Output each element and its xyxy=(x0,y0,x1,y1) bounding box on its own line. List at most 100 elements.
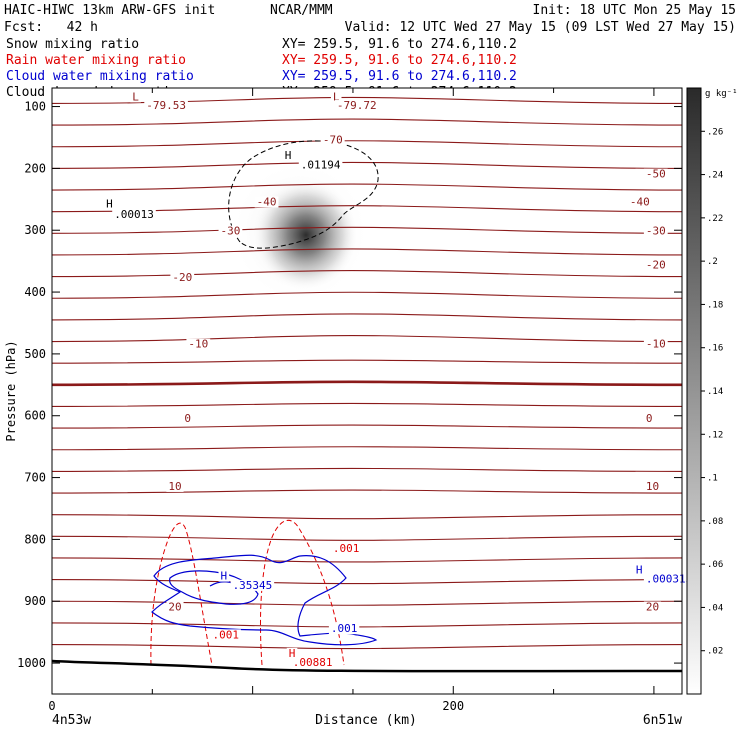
cloud-water-contour-2 xyxy=(169,570,259,605)
temperature-contour-line xyxy=(52,557,682,563)
contour-label: -79.53 xyxy=(146,99,186,112)
contour-label: .00013 xyxy=(114,208,154,221)
annotation-bg xyxy=(290,657,335,669)
contour-label: -30 xyxy=(221,225,241,238)
contour-label: H xyxy=(636,563,643,576)
x-tick-label: 200 xyxy=(442,699,464,713)
y-tick-label: 300 xyxy=(24,223,46,237)
temperature-contour-line xyxy=(52,489,682,494)
rain-water-contour-1 xyxy=(150,522,213,666)
contour-label: 0 xyxy=(184,412,191,425)
y-tick-label: 900 xyxy=(24,594,46,608)
annotation-bg xyxy=(182,412,194,424)
temperature-contour-line xyxy=(52,248,682,256)
header-title: HAIC-HIWC 13km ARW-GFS init xyxy=(4,3,215,18)
temperature-contours xyxy=(52,96,682,650)
temperature-contour-line xyxy=(52,380,682,387)
annotation-bg xyxy=(170,271,195,283)
legend-xy: XY= 259.5, 91.6 to 274.6,110.2 xyxy=(282,69,517,84)
contour-label: H xyxy=(289,647,296,660)
y-axis-label: Pressure (hPa) xyxy=(4,340,18,441)
contour-label: .00881 xyxy=(293,656,333,669)
colorbar-unit: g kg⁻¹ xyxy=(705,89,738,99)
colorbar-tick-label: .04 xyxy=(707,603,723,613)
contour-label: .01194 xyxy=(301,158,341,171)
snow-shading xyxy=(254,180,358,290)
terrain-surface xyxy=(52,659,682,673)
y-tick-label: 700 xyxy=(24,471,46,485)
annotation-bg xyxy=(643,225,668,237)
temperature-contour-line xyxy=(52,140,682,148)
colorbar-tick-label: .22 xyxy=(707,214,723,224)
contour-label: -20 xyxy=(172,271,192,284)
colorbar-tick-label: .1 xyxy=(707,474,718,484)
temperature-contour-line xyxy=(52,467,682,472)
contour-label: 10 xyxy=(646,480,659,493)
contour-label: .35345 xyxy=(233,579,273,592)
y-tick-label: 800 xyxy=(24,532,46,546)
contour-label: H xyxy=(285,149,292,162)
temperature-contour-line xyxy=(52,313,682,321)
temperature-contour-line xyxy=(52,205,682,213)
y-tick-label: 600 xyxy=(24,409,46,423)
contour-label: .001 xyxy=(333,542,360,555)
legend-xy: XY= 259.5, 91.6 to 274.6,110.2 xyxy=(282,37,517,52)
temperature-contour-line xyxy=(52,579,682,585)
contour-label: 20 xyxy=(168,601,181,614)
contour-label: -10 xyxy=(188,338,208,351)
header-valid: Valid: 12 UTC Wed 27 May 15 (09 LST Wed … xyxy=(345,20,736,35)
colorbar-tick-label: .18 xyxy=(707,300,723,310)
contour-label: -50 xyxy=(646,168,666,181)
legend-label: Snow mixing ratio xyxy=(6,37,139,52)
contour-label: L xyxy=(132,90,139,103)
colorbar-tick-label: .02 xyxy=(707,647,723,657)
colorbar-tick-label: .08 xyxy=(707,517,723,527)
annotation-bg xyxy=(334,100,379,112)
annotation-bg xyxy=(643,259,668,271)
legend-label: Rain water mixing ratio xyxy=(6,53,186,68)
annotation-bg xyxy=(130,91,141,103)
annotation-bg xyxy=(112,208,156,220)
temperature-contour-line xyxy=(52,226,682,234)
colorbar-tick-label: .2 xyxy=(707,257,718,267)
contour-label: -79.72 xyxy=(337,99,377,112)
temperature-contour-line xyxy=(52,535,682,541)
colorbar-tick-label: .12 xyxy=(707,430,723,440)
y-tick-label: 500 xyxy=(24,347,46,361)
contour-label: L xyxy=(333,90,340,103)
annotation-bg xyxy=(210,629,241,641)
colorbar-ticks: .02 .04 .06 .08 .1 .12 .14 .16 .18 .2 .22 .24 .26 xyxy=(701,127,723,657)
annotation-bg xyxy=(330,542,362,554)
legend-label: Cloud water mixing ratio xyxy=(6,69,194,84)
temperature-contour-line xyxy=(52,334,682,343)
header-org: NCAR/MMM xyxy=(270,3,333,18)
rain-water-contour-2 xyxy=(259,520,345,666)
temperature-contour-line xyxy=(52,118,682,126)
annotation-bg xyxy=(166,480,184,492)
annotation-bg xyxy=(144,100,188,112)
colorbar-tick-label: .26 xyxy=(707,127,723,137)
annotation-bg xyxy=(643,338,668,350)
annotation-bg xyxy=(643,168,668,180)
x-axis-label: Distance (km) xyxy=(315,713,417,728)
contour-label: H xyxy=(106,197,113,210)
colorbar-tick-label: .24 xyxy=(707,171,723,181)
legend-xy: XY= 259.5, 91.6 to 274.6,110.2 xyxy=(282,53,517,68)
temperature-contour-line xyxy=(52,424,682,429)
contour-label: -40 xyxy=(630,195,650,208)
annotation-bg xyxy=(643,480,662,492)
temperature-contour-line xyxy=(52,183,682,191)
annotation-bg xyxy=(286,647,298,659)
x-end-label-right: 6n51w xyxy=(643,713,682,728)
contour-label: 10 xyxy=(168,480,181,493)
annotation-bg xyxy=(633,564,645,576)
plot-background xyxy=(52,88,682,694)
temperature-contour-line xyxy=(52,643,682,650)
temperature-contour-line xyxy=(52,291,682,299)
contour-label: -70 xyxy=(323,134,343,147)
annotation-bg xyxy=(320,134,345,146)
y-tick-label: 400 xyxy=(24,285,46,299)
annotation-bg xyxy=(282,150,294,162)
